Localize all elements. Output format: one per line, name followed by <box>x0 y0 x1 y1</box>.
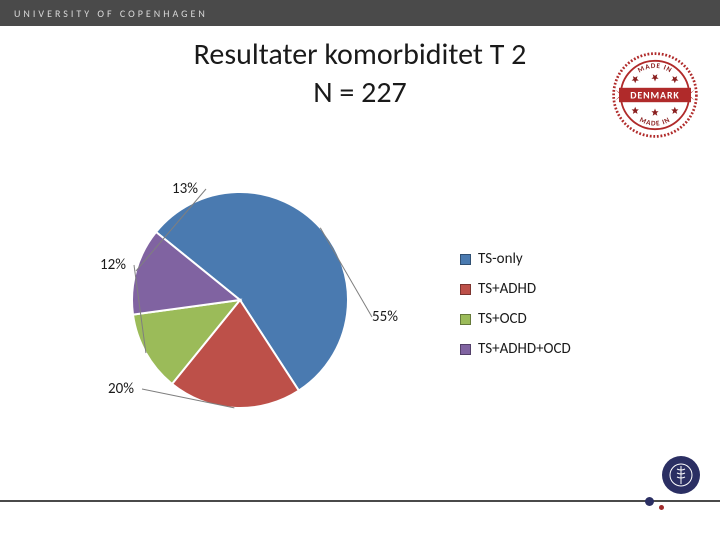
stamp-bottom-text: MADE IN <box>638 115 671 128</box>
legend-item-ts_only: TS-only <box>460 250 571 268</box>
svg-text:MADE IN: MADE IN <box>638 115 671 128</box>
header-bar: UNIVERSITY OF COPENHAGEN <box>0 0 720 26</box>
pie-wrap <box>130 190 350 410</box>
legend-swatch-ts_only <box>460 254 471 265</box>
legend-label-ts_ocd: TS+OCD <box>478 310 527 328</box>
footer-line <box>0 500 720 502</box>
stamp-icon: MADE IN MADE IN DENMARK <box>610 50 700 140</box>
legend-label-ts_adhd: TS+ADHD <box>478 280 536 298</box>
made-in-denmark-stamp: MADE IN MADE IN DENMARK <box>610 50 700 140</box>
legend-label-ts_adhd_ocd: TS+ADHD+OCD <box>478 340 571 358</box>
footer-dot-navy <box>645 497 654 506</box>
legend-swatch-ts_adhd_ocd <box>460 344 471 355</box>
pie-svg <box>130 190 350 410</box>
data-label-ts_only: 55% <box>372 308 398 326</box>
data-label-ts_ocd: 12% <box>100 256 126 274</box>
pie-chart: 55%20%12%13% <box>100 180 380 460</box>
footer-logo <box>662 456 700 494</box>
header-org: UNIVERSITY OF COPENHAGEN <box>14 7 208 20</box>
legend-item-ts_ocd: TS+OCD <box>460 310 571 328</box>
legend-item-ts_adhd_ocd: TS+ADHD+OCD <box>460 340 571 358</box>
legend: TS-only TS+ADHD TS+OCD TS+ADHD+OCD <box>460 250 571 370</box>
stamp-banner-text: DENMARK <box>630 90 679 102</box>
legend-item-ts_adhd: TS+ADHD <box>460 280 571 298</box>
caduceus-icon <box>669 463 693 487</box>
legend-swatch-ts_adhd <box>460 284 471 295</box>
slide: UNIVERSITY OF COPENHAGEN Resultater komo… <box>0 0 720 540</box>
legend-swatch-ts_ocd <box>460 314 471 325</box>
data-label-ts_adhd_ocd: 13% <box>172 180 198 198</box>
footer-dot-red <box>659 505 664 510</box>
data-label-ts_adhd: 20% <box>108 380 134 398</box>
legend-label-ts_only: TS-only <box>478 250 523 268</box>
